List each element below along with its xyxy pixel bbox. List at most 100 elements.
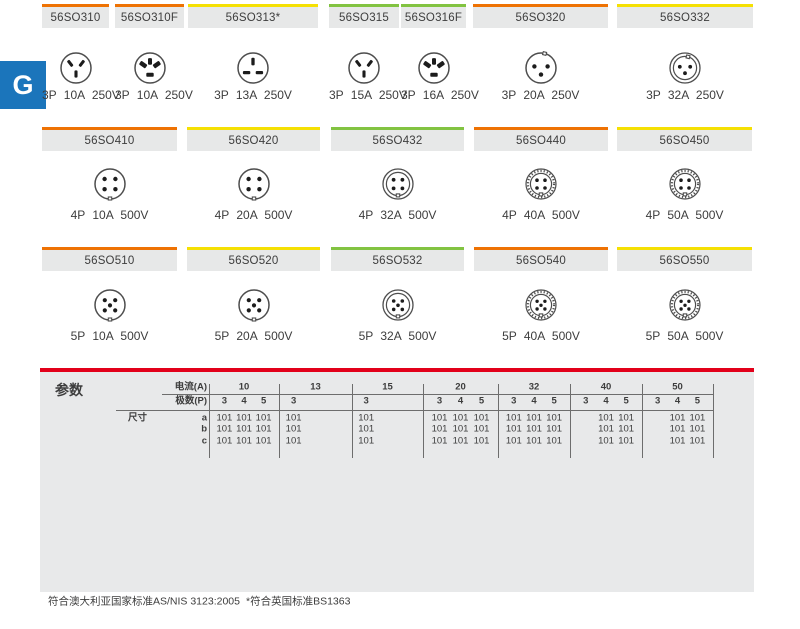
- dimension-value: 101: [236, 423, 252, 435]
- socket-round-5pin-icon: [93, 289, 126, 322]
- rating-color-bar: [331, 127, 464, 131]
- dimension-value: 101: [285, 434, 302, 446]
- dimension-value: 101: [505, 434, 522, 446]
- product-code: 56SO316F: [401, 7, 466, 29]
- socket-round-3pin-icon: [524, 50, 557, 84]
- pole-count-header: 5: [623, 395, 629, 407]
- red-divider: [40, 368, 754, 372]
- rating-color-bar: [188, 4, 318, 8]
- rating-color-bar: [617, 4, 753, 8]
- product-code: 56SO320: [473, 7, 608, 29]
- product-spec: 5P 20A 500V: [214, 329, 293, 343]
- pole-count-header: 3: [654, 395, 661, 407]
- socket-round-5pin-ring-icon: [381, 289, 414, 321]
- table-column-divider: [209, 384, 210, 458]
- pole-count-header: 3: [511, 395, 517, 407]
- product-spec: 4P 40A 500V: [502, 208, 580, 222]
- rating-color-bar: [617, 247, 752, 251]
- table-column-divider: [498, 384, 499, 458]
- product-card: 56SO313* 3P 13A 250V: [188, 4, 318, 107]
- dimension-value: 101: [689, 434, 706, 446]
- product-spec: 5P 32A 500V: [358, 329, 437, 343]
- table-column-divider: [279, 384, 280, 458]
- current-amp-header: 15: [382, 381, 393, 393]
- product-code: 56SO310F: [115, 7, 184, 29]
- dimension-value: 101: [669, 411, 686, 423]
- pole-count-header: 3: [583, 395, 589, 407]
- dimension-value: 101: [358, 434, 375, 446]
- pole-count-header: 4: [531, 395, 537, 407]
- dimension-value: 101: [358, 411, 375, 423]
- product-code: 56SO313*: [188, 7, 318, 29]
- dimension-row-label: b: [201, 423, 207, 435]
- dimension-value: 101: [431, 411, 448, 423]
- rating-color-bar: [42, 4, 109, 8]
- dimension-value: 101: [255, 411, 272, 423]
- table-column-divider: [570, 384, 571, 458]
- product-spec: 4P 50A 500V: [645, 208, 724, 222]
- product-card: 56SO510 5P 10A 500V: [42, 247, 177, 348]
- socket-round-4pin-icon: [93, 168, 126, 201]
- pole-count-header: 5: [694, 395, 701, 407]
- product-card: 56SO410 4P 10A 500V: [42, 127, 177, 227]
- product-code: 56SO332: [617, 7, 753, 29]
- table-header-divider: [116, 409, 713, 412]
- pole-count-header: 4: [457, 395, 464, 407]
- dimension-value: 101: [473, 423, 490, 435]
- socket-round-4pin-threaded-icon: [525, 168, 557, 200]
- dimension-value: 101: [452, 411, 469, 423]
- section-tab-label: G: [12, 69, 34, 100]
- socket-round-4pin-threaded-icon: [668, 168, 701, 200]
- pole-count-header: 3: [290, 395, 297, 407]
- pole-count-header: 4: [674, 395, 681, 407]
- pole-count-header: 3: [363, 395, 369, 407]
- dimension-value: 101: [358, 423, 375, 435]
- socket-au-flat-3pin-wide-icon: [417, 52, 450, 84]
- table-column-divider: [713, 384, 714, 458]
- parameters-table: 电流(A) 极数(P) 尺寸 a b c 10 3 4 5 101 101 101 101 101 101 10…: [40, 368, 754, 592]
- product-spec: 3P 20A 250V: [501, 88, 580, 102]
- product-code: 56SO315: [329, 7, 399, 29]
- pole-count-header: 3: [221, 395, 228, 407]
- rating-color-bar: [331, 247, 464, 251]
- dimension-value: 101: [598, 411, 614, 423]
- product-spec: 3P 32A 250V: [646, 88, 724, 102]
- product-code: 56SO540: [474, 250, 608, 272]
- dimension-value: 101: [546, 411, 563, 423]
- product-card: 56SO315 3P 15A 250V: [329, 4, 407, 107]
- rating-color-bar: [401, 4, 466, 8]
- dimension-value: 101: [452, 434, 469, 446]
- dimension-value: 101: [598, 434, 614, 446]
- product-card: 56SO310 3P 10A 250V: [42, 4, 120, 107]
- current-amp-header: 10: [238, 381, 250, 393]
- section-tab-g[interactable]: G: [0, 61, 46, 109]
- dimension-value: 101: [618, 411, 635, 423]
- dimension-row-label: c: [201, 434, 207, 446]
- dimension-value: 101: [236, 434, 252, 446]
- product-spec: 5P 50A 500V: [645, 329, 724, 343]
- dimension-value: 101: [285, 411, 302, 423]
- product-spec: 3P 16A 250V: [401, 88, 479, 102]
- pole-count-header: 5: [260, 395, 267, 407]
- pole-count-header: 3: [436, 395, 443, 407]
- rating-color-bar: [329, 4, 399, 8]
- product-spec: 4P 20A 500V: [214, 208, 293, 222]
- dimension-value: 101: [546, 434, 563, 446]
- rating-color-bar: [115, 4, 184, 8]
- current-amp-header: 13: [310, 381, 321, 393]
- product-code: 56SO520: [187, 250, 320, 272]
- product-card: 56SO320 3P 20A 250V: [473, 4, 608, 107]
- socket-round-3pin-ring-icon: [669, 52, 701, 84]
- socket-round-5pin-icon: [237, 289, 270, 322]
- dimension-value: 101: [689, 423, 706, 435]
- product-code: 56SO310: [42, 7, 109, 29]
- dimension-value: 101: [216, 434, 233, 446]
- dimension-value: 101: [473, 411, 490, 423]
- product-code: 56SO510: [42, 250, 177, 272]
- product-code: 56SO420: [187, 130, 320, 152]
- dimension-value: 101: [431, 434, 448, 446]
- product-code: 56SO550: [617, 250, 752, 272]
- product-card: 56SO332 3P 32A 250V: [617, 4, 753, 107]
- rating-color-bar: [42, 127, 177, 131]
